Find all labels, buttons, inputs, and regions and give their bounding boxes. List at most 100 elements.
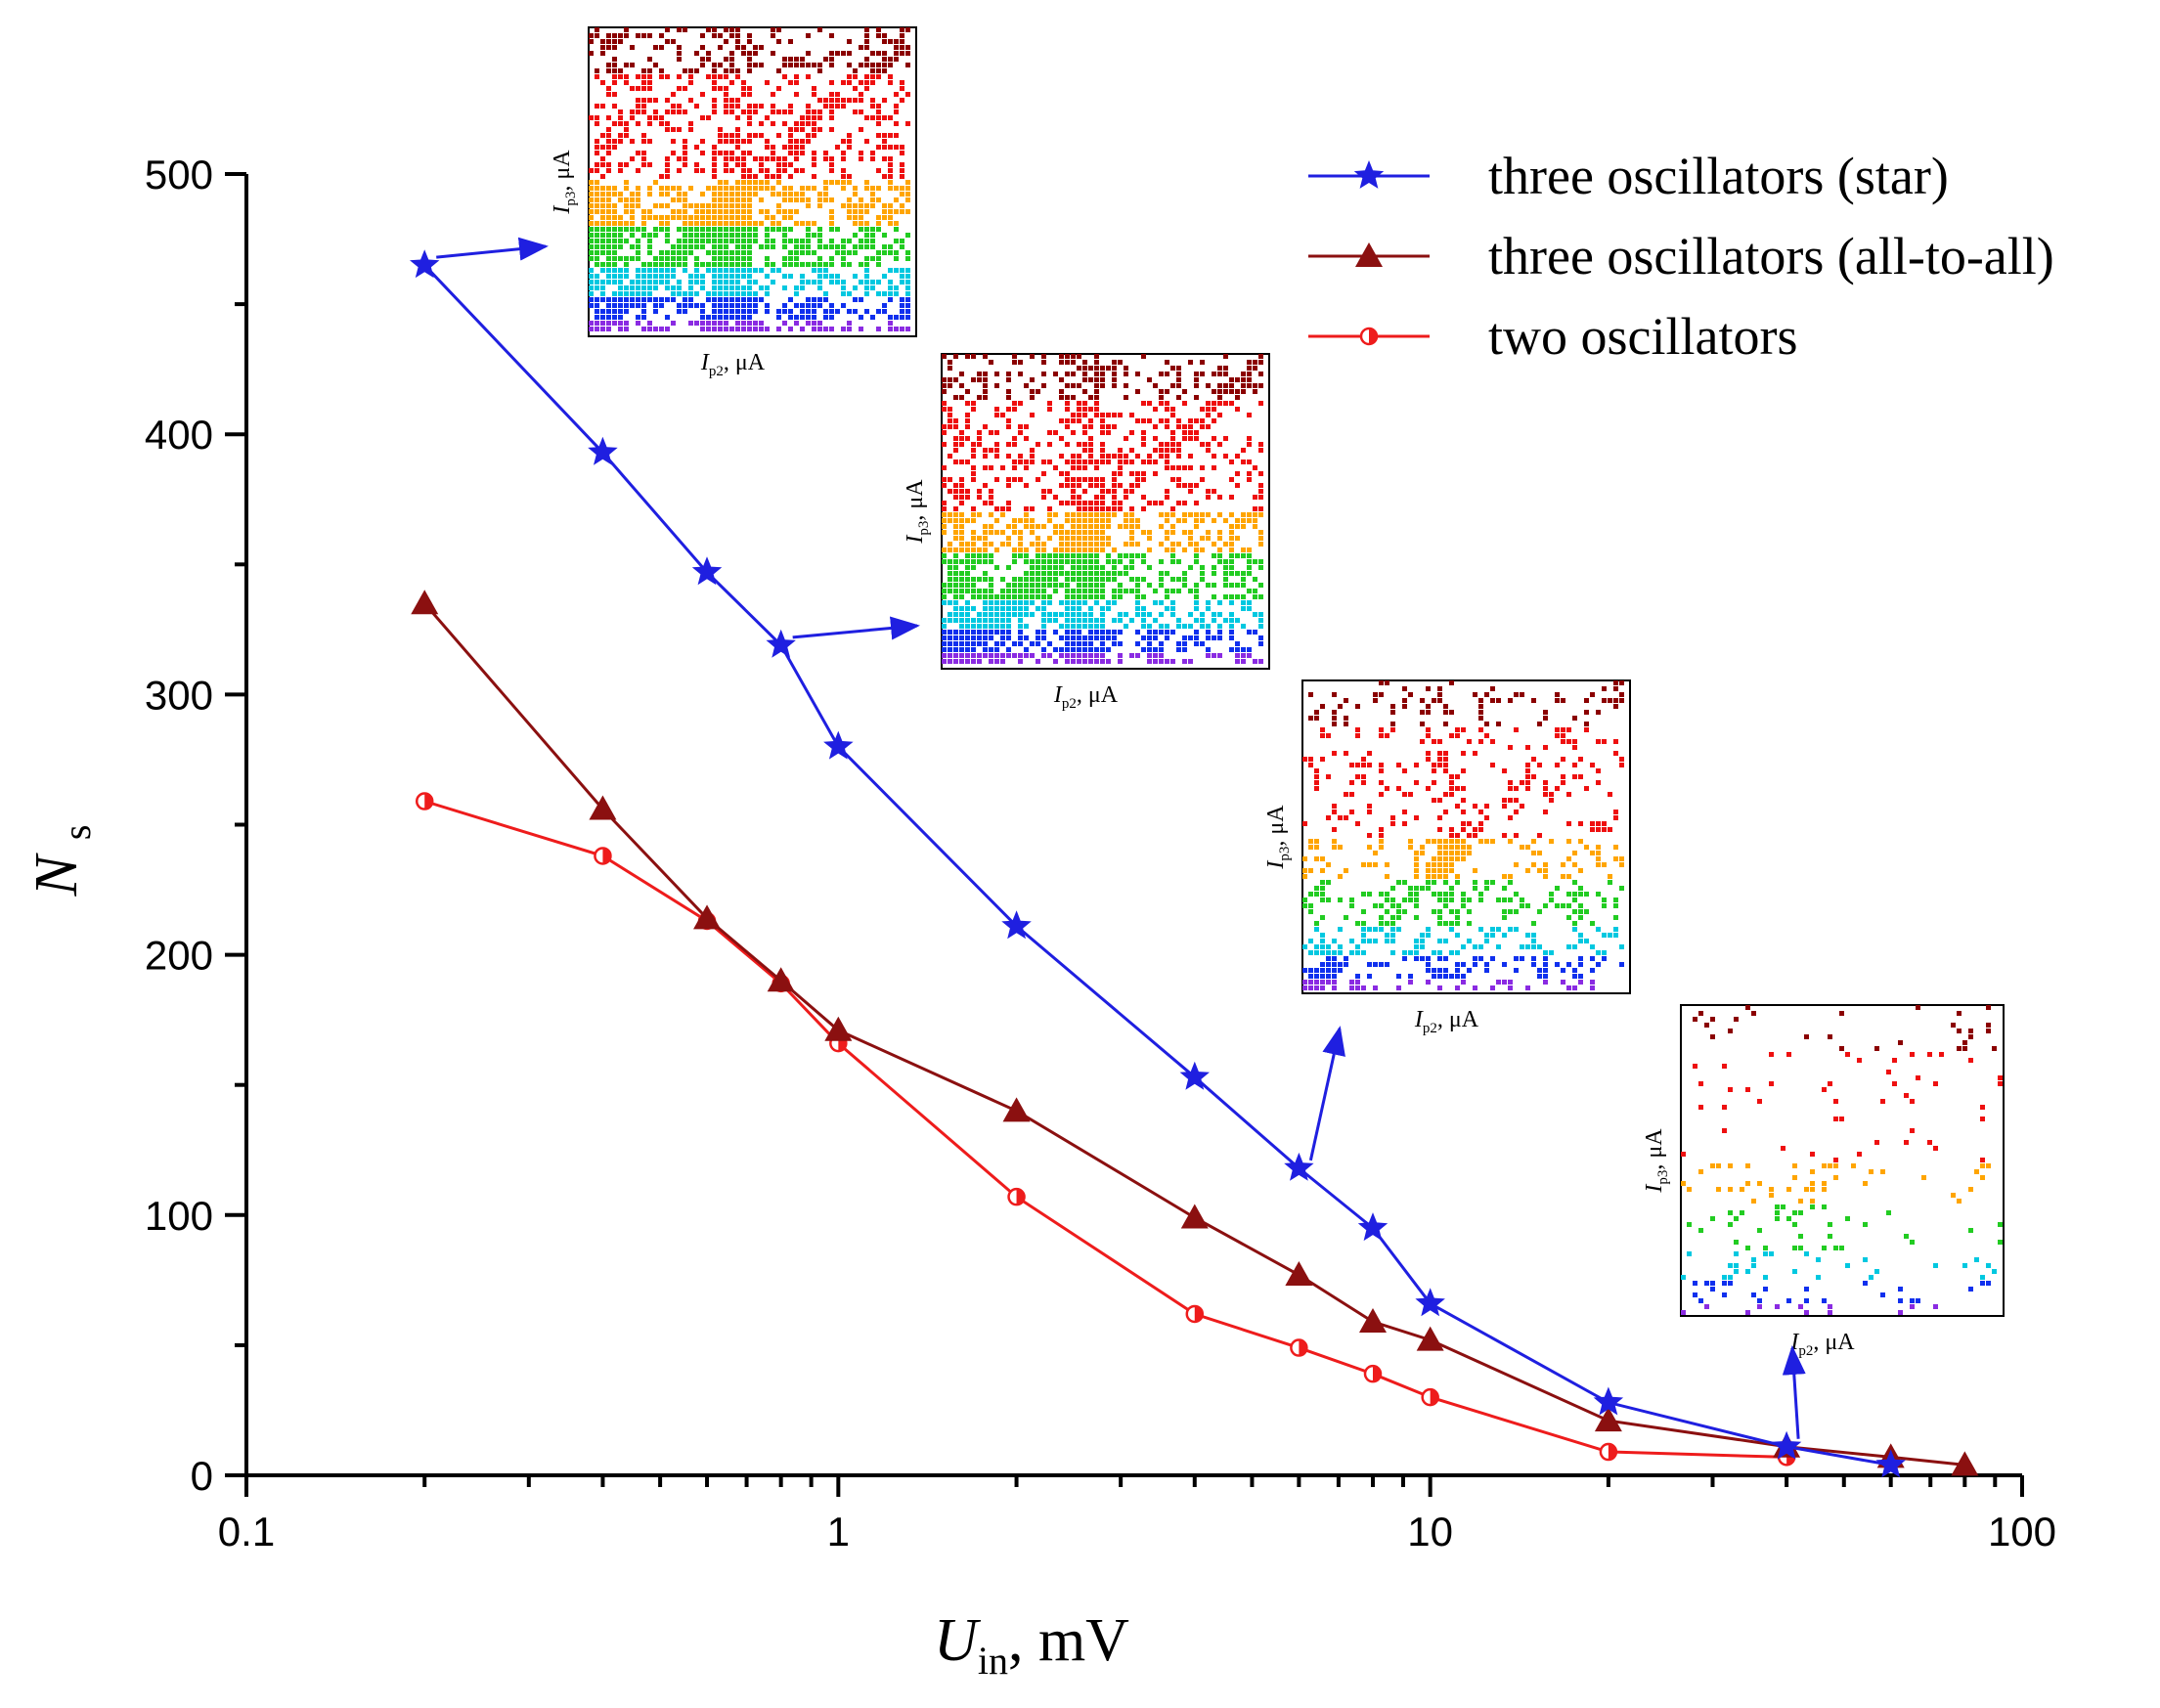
inset-cell [1024, 635, 1029, 640]
inset-cell [1874, 1269, 1879, 1274]
inset-cell [942, 512, 947, 517]
inset-cell [794, 121, 799, 126]
inset-cell [1596, 962, 1601, 967]
inset-cell [1745, 1163, 1750, 1168]
inset-cell [812, 303, 816, 308]
inset-cell [1514, 909, 1519, 914]
inset-cell [606, 192, 611, 197]
inset-cell [1320, 886, 1325, 891]
inset-cell [800, 280, 805, 285]
inset-cell [747, 239, 752, 243]
inset-cell [1147, 401, 1152, 406]
inset-cell [1129, 506, 1134, 511]
inset-cell [1326, 815, 1331, 820]
inset-cell [1349, 903, 1354, 908]
inset-cell [1071, 418, 1076, 423]
inset-cell [959, 483, 964, 488]
inset-cell [1124, 372, 1128, 376]
inset-cell [1112, 565, 1117, 570]
inset-cell [753, 109, 758, 114]
inset-cell [1496, 698, 1501, 703]
inset-cell [1141, 606, 1146, 611]
inset-cell [1572, 851, 1577, 855]
inset-cell [882, 309, 887, 314]
inset-cell [1065, 383, 1070, 388]
inset-cell [1420, 939, 1425, 943]
inset-cell [1082, 547, 1087, 552]
inset-cell [1420, 944, 1425, 949]
inset-cell [647, 327, 652, 331]
inset-cell [1402, 880, 1407, 885]
inset-cell [1065, 395, 1070, 400]
inset-cell [841, 174, 846, 179]
inset-cell [1455, 909, 1460, 914]
inset-cell [965, 641, 970, 646]
inset-cell [977, 442, 982, 447]
inset-cell [806, 104, 811, 109]
inset-cell [747, 104, 752, 109]
inset-cell [841, 168, 846, 173]
inset-cell [1065, 600, 1070, 605]
inset-cell [1590, 980, 1595, 985]
inset-cell [864, 262, 869, 267]
inset-cell [1514, 810, 1519, 814]
inset-cell [1012, 460, 1017, 464]
inset-cell [829, 168, 834, 173]
inset-cell [1373, 851, 1378, 855]
inset-cell [1065, 512, 1070, 517]
inset-cell [812, 174, 816, 179]
inset-cell [1206, 407, 1211, 412]
inset-cell [765, 291, 770, 296]
inset-cell [794, 92, 799, 97]
inset-cell [1502, 898, 1507, 902]
inset-cell [1531, 921, 1536, 926]
inset-cell [1402, 810, 1407, 814]
inset-cell [765, 80, 770, 85]
inset-cell [1118, 413, 1123, 417]
x-axis-title-unit: , mV [1008, 1607, 1129, 1674]
inset-cell [971, 518, 976, 523]
inset-cell [1147, 454, 1152, 459]
inset-cell [1182, 465, 1187, 470]
inset-cell [1112, 618, 1117, 623]
inset-cell [1182, 547, 1187, 552]
inset-cell [900, 174, 904, 179]
inset-cell [953, 530, 958, 535]
inset-cell [1379, 692, 1384, 697]
inset-cell [612, 92, 617, 97]
inset-cell [636, 186, 640, 191]
inset-cell [776, 203, 781, 208]
inset-cell [747, 250, 752, 255]
inset-cell [1710, 1281, 1715, 1286]
inset-cell [859, 280, 863, 285]
inset-cell [747, 151, 752, 155]
inset-cell [612, 215, 617, 220]
inset-cell [900, 315, 904, 320]
inset-cell [724, 274, 728, 279]
inset-cell [747, 86, 752, 91]
inset-cell [1590, 985, 1595, 990]
star-marker [1179, 1061, 1210, 1090]
inset-cell [965, 571, 970, 576]
inset-cell [718, 233, 723, 238]
inset-cell [759, 285, 764, 290]
inset-cell [817, 274, 822, 279]
inset-cell [1000, 641, 1005, 646]
inset-cell [718, 221, 723, 226]
inset-cell [800, 250, 805, 255]
inset-cell [1455, 786, 1460, 791]
inset-cell [665, 327, 670, 331]
inset-cell [1619, 856, 1624, 861]
inset-cell [1437, 845, 1442, 850]
inset-cell [1484, 692, 1489, 697]
inset-cell [817, 244, 822, 249]
inset-cell [1426, 980, 1431, 985]
inset-cell [806, 239, 811, 243]
inset-cell [1349, 985, 1354, 990]
inset-cell [776, 168, 781, 173]
inset-cell [1385, 892, 1389, 897]
inset-cell [1241, 583, 1246, 588]
inset-cell [1041, 354, 1046, 359]
inset-cell [1018, 454, 1023, 459]
inset-cell [1437, 956, 1442, 961]
